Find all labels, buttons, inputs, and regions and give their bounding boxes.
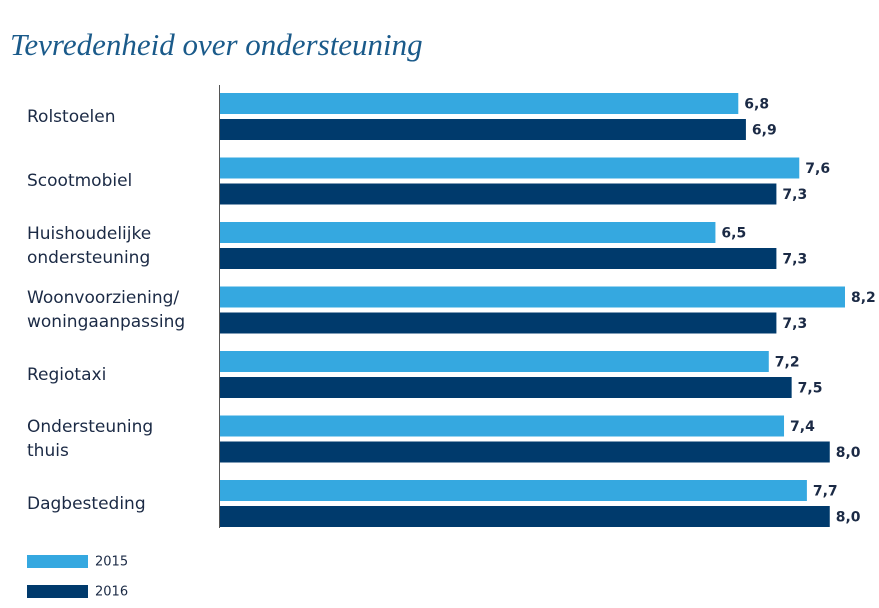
- value-label: 8,2: [851, 290, 876, 306]
- bar: [220, 415, 785, 437]
- bar: [220, 93, 739, 114]
- category-label: Scootmobiel: [27, 171, 133, 191]
- legend-label: 2016: [95, 585, 128, 600]
- value-label: 8,0: [836, 445, 861, 461]
- bar: [220, 157, 800, 179]
- value-label: 7,2: [775, 355, 800, 371]
- value-label: 6,9: [752, 123, 777, 139]
- category-label: Woonvoorziening/ woningaanpassing: [27, 288, 186, 332]
- value-label: 7,4: [790, 419, 815, 435]
- chart-title: Tevredenheid over ondersteuning: [10, 27, 423, 62]
- category-label: Regiotaxi: [27, 364, 107, 385]
- category-label: Dagbesteding: [27, 493, 146, 514]
- legend-swatch: [27, 555, 88, 568]
- bar: [220, 119, 746, 140]
- value-label: 7,3: [782, 316, 807, 332]
- bar: [220, 312, 777, 334]
- value-label: 7,6: [805, 161, 830, 177]
- category-label: Ondersteuning thuis: [27, 417, 154, 461]
- legend-swatch: [27, 585, 88, 598]
- bar: [220, 441, 830, 463]
- bar: [220, 480, 807, 501]
- value-label: 8,0: [836, 510, 861, 526]
- category-label: Rolstoelen: [27, 106, 116, 127]
- bar: [220, 248, 777, 269]
- bar: [220, 222, 716, 243]
- category-label: Huishoudelijke ondersteuning: [27, 223, 152, 268]
- bar: [220, 183, 777, 205]
- bar: [220, 351, 769, 372]
- value-label: 7,7: [813, 484, 838, 500]
- bar: [220, 506, 830, 527]
- value-label: 7,3: [782, 252, 807, 268]
- value-label: 7,5: [798, 381, 823, 397]
- value-label: 7,3: [782, 187, 807, 203]
- value-label: 6,5: [721, 226, 746, 242]
- bar: [220, 377, 792, 398]
- value-label: 6,8: [744, 97, 769, 113]
- bar: [220, 286, 845, 308]
- legend-label: 2015: [95, 555, 128, 570]
